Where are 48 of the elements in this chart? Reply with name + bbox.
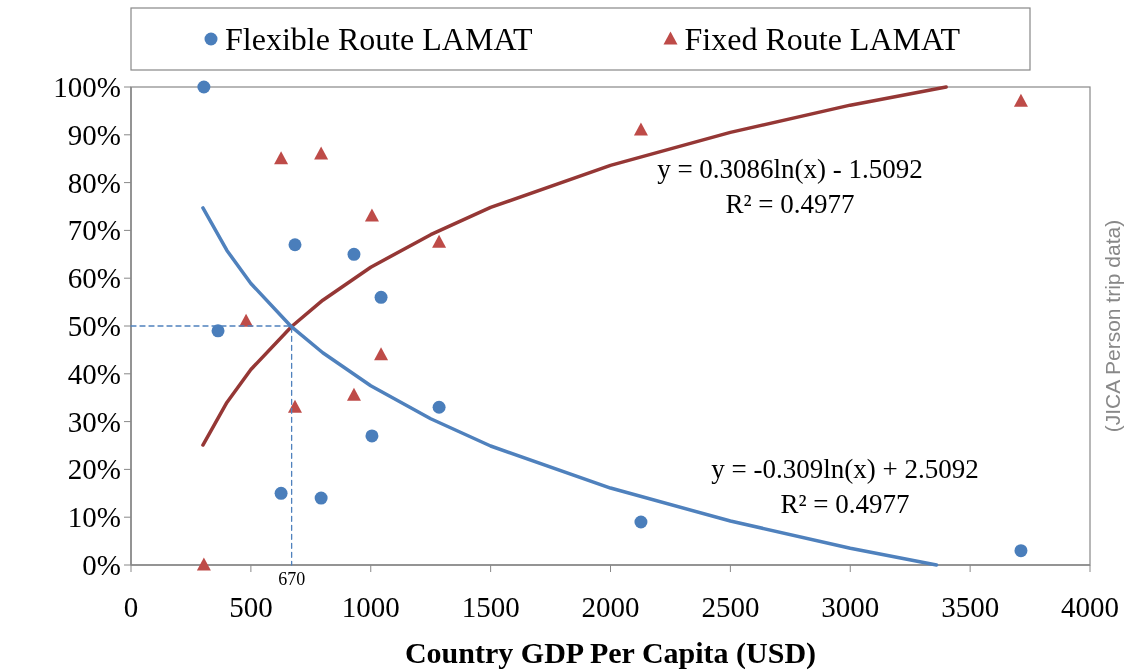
text: (JICA Person trip data) xyxy=(1101,219,1124,433)
legend-label: Fixed Route LAMAT xyxy=(684,21,961,57)
point xyxy=(374,347,389,361)
x-tick-label: 2000 xyxy=(581,591,640,623)
point xyxy=(287,399,302,413)
y-tick-label: 90% xyxy=(67,118,121,151)
y-tick-label: 40% xyxy=(67,357,121,390)
point xyxy=(432,234,447,248)
point xyxy=(196,557,211,571)
line-series xyxy=(201,85,948,447)
annotation: 670 xyxy=(278,569,306,589)
y-tick-label: 0% xyxy=(82,549,121,581)
point xyxy=(347,247,361,261)
y-tick-label: 50% xyxy=(67,310,121,342)
annotation: y = -0.309ln(x) + 2.5092 R² = 0.4977 xyxy=(711,454,979,519)
point xyxy=(634,515,648,529)
point xyxy=(633,122,648,136)
point xyxy=(1013,93,1028,107)
point xyxy=(365,429,379,443)
x-tick-label: 0 xyxy=(123,591,139,623)
point xyxy=(374,290,388,304)
y-tick-label: 100% xyxy=(53,71,121,103)
point xyxy=(274,151,289,165)
point xyxy=(197,80,211,94)
x-tick-label: 4000 xyxy=(1061,591,1119,623)
x-tick-label: 500 xyxy=(229,591,273,623)
point xyxy=(314,146,329,160)
x-tick-label: 3000 xyxy=(821,591,880,623)
point xyxy=(346,387,361,401)
point xyxy=(1014,544,1028,558)
point xyxy=(274,486,288,500)
y-tick-label: 80% xyxy=(67,166,121,199)
x-tick-label: 3500 xyxy=(941,591,1000,623)
x-tick-label: 1500 xyxy=(461,591,520,623)
x-tick-label: 2500 xyxy=(701,591,760,623)
y-tick-label: 30% xyxy=(67,405,121,438)
x-tick-label: 1000 xyxy=(341,591,400,623)
point xyxy=(314,491,328,505)
point xyxy=(364,208,379,222)
y-tick-label: 70% xyxy=(67,214,121,247)
point xyxy=(288,238,302,252)
y-tick-label: 60% xyxy=(67,262,121,295)
x-axis-title: Country GDP Per Capita (USD) xyxy=(404,636,817,670)
annotation: y = 0.3086ln(x) - 1.5092 R² = 0.4977 xyxy=(657,154,923,219)
legend-label: Flexible Route LAMAT xyxy=(225,21,533,57)
y-tick-label: 10% xyxy=(67,501,121,534)
point xyxy=(432,400,446,414)
y-tick-label: 20% xyxy=(67,453,121,486)
